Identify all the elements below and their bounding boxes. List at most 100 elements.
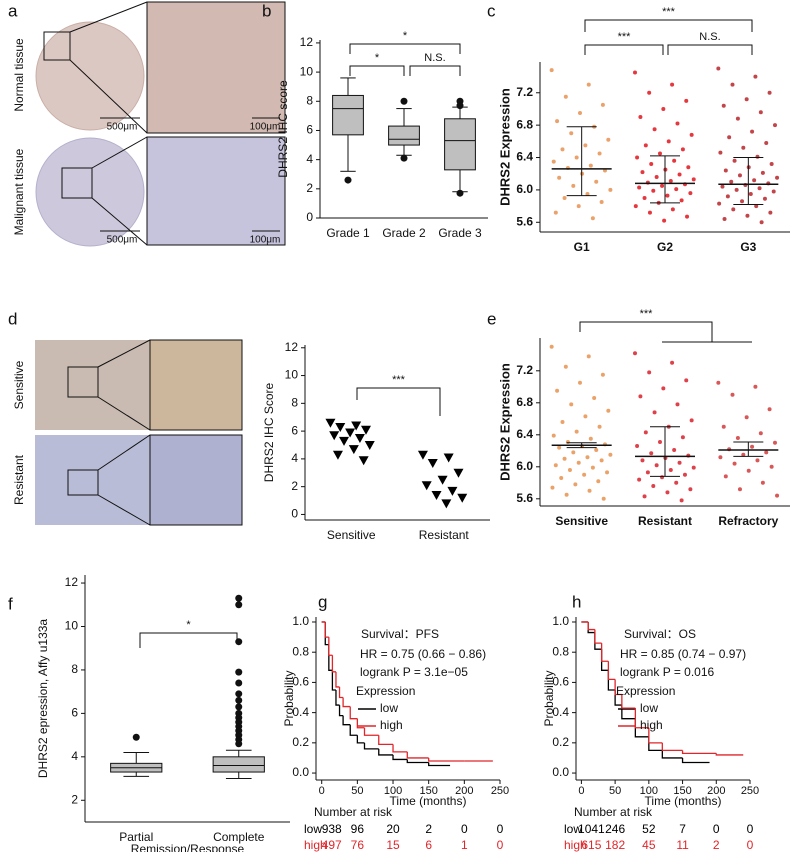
zoom-image: [149, 434, 243, 526]
point: [582, 472, 587, 477]
outlier: [235, 679, 243, 687]
point: [551, 159, 556, 164]
point: [672, 448, 677, 452]
significance-label: N.S.: [699, 31, 720, 43]
bracket: [139, 632, 238, 648]
point: [559, 476, 564, 480]
survival-step: [621, 694, 636, 709]
point: [335, 422, 346, 432]
point: [640, 170, 645, 175]
point: [723, 474, 728, 479]
survival-step: [634, 708, 649, 729]
point: [643, 143, 648, 148]
bracket: [349, 65, 405, 76]
point: [737, 173, 742, 178]
y-tick-label: 6.0: [516, 459, 533, 473]
x-tick-label: Grade 1: [326, 226, 370, 240]
point: [775, 493, 780, 498]
significance-label: ***: [640, 308, 654, 320]
survival-step: [587, 621, 595, 631]
x-tick-label: Complete: [213, 830, 265, 844]
point: [549, 68, 554, 73]
point: [594, 448, 599, 452]
point: [557, 445, 562, 450]
survival-step: [378, 748, 394, 756]
y-tick-label: 12: [65, 575, 79, 589]
point: [571, 450, 576, 455]
point: [666, 139, 671, 144]
panel-label: c: [487, 1, 496, 20]
x-tick-label: 250: [741, 785, 759, 797]
y-tick-label: 0.2: [552, 735, 569, 749]
connector: [69, 59, 148, 134]
x-tick-label: Sensitive: [327, 528, 376, 542]
point: [562, 456, 567, 461]
survival-step: [349, 724, 358, 736]
risk-value: 2: [425, 822, 432, 836]
point: [684, 98, 689, 103]
risk-value: 76: [351, 838, 365, 852]
point: [638, 115, 643, 120]
point: [689, 132, 694, 137]
point: [745, 213, 750, 218]
survival-step: [594, 629, 602, 644]
survival-step: [600, 649, 609, 671]
point: [348, 445, 359, 455]
point: [590, 216, 595, 221]
point: [652, 410, 657, 415]
point: [723, 168, 728, 173]
point: [643, 430, 648, 435]
outlier: [235, 594, 243, 602]
y-tick-label: 0.4: [292, 705, 309, 719]
point: [675, 121, 680, 126]
point: [721, 424, 726, 429]
outlier: [235, 703, 243, 711]
y-tick-label: 0.6: [292, 675, 309, 689]
y-tick-label: 4: [291, 451, 298, 465]
point: [657, 151, 662, 156]
point: [555, 388, 560, 393]
connector: [91, 136, 148, 169]
point: [768, 210, 773, 215]
point: [431, 491, 442, 500]
legend-label: high: [640, 718, 663, 732]
y-tick-label: 0.0: [292, 765, 309, 779]
point: [670, 360, 675, 365]
outlier: [400, 154, 408, 162]
point: [691, 177, 696, 182]
point: [637, 477, 642, 482]
point: [660, 183, 665, 188]
point: [587, 488, 592, 493]
point: [677, 460, 682, 465]
point: [635, 444, 640, 448]
outlier: [235, 668, 243, 676]
risk-value: 52: [642, 822, 656, 836]
x-tick-label: Grade 2: [382, 226, 426, 240]
y-tick-label: 0.8: [552, 644, 569, 658]
point: [574, 155, 579, 160]
survival-step: [331, 655, 336, 673]
survival-step: [406, 751, 429, 759]
point: [325, 418, 336, 428]
y-tick-label: 0: [306, 210, 313, 224]
point: [576, 204, 581, 209]
y-tick-label: 10: [285, 368, 299, 382]
point: [741, 452, 746, 457]
point: [354, 434, 365, 444]
x-tick-label: 0: [578, 785, 584, 797]
point: [722, 217, 727, 222]
x-tick-label: Resistant: [638, 514, 692, 528]
box: [444, 118, 476, 171]
point: [685, 214, 690, 219]
panel-label: f: [8, 594, 13, 613]
point: [358, 456, 369, 466]
scale-label: 100μm: [250, 235, 281, 246]
point: [767, 90, 772, 95]
survival-step: [594, 632, 602, 650]
survival-step: [324, 621, 329, 638]
outlier: [132, 733, 140, 741]
y-tick-label: 7.2: [516, 85, 533, 99]
x-axis-label: Time (months): [390, 794, 467, 808]
y-tick-label: 10: [65, 619, 79, 633]
point: [599, 200, 604, 205]
